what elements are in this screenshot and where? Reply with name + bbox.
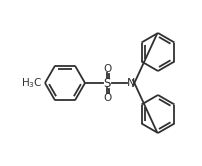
Text: S: S	[103, 77, 111, 89]
Text: H$_3$C: H$_3$C	[21, 76, 43, 90]
Text: O: O	[103, 92, 111, 102]
Text: O: O	[103, 64, 111, 74]
Text: N: N	[127, 78, 135, 88]
